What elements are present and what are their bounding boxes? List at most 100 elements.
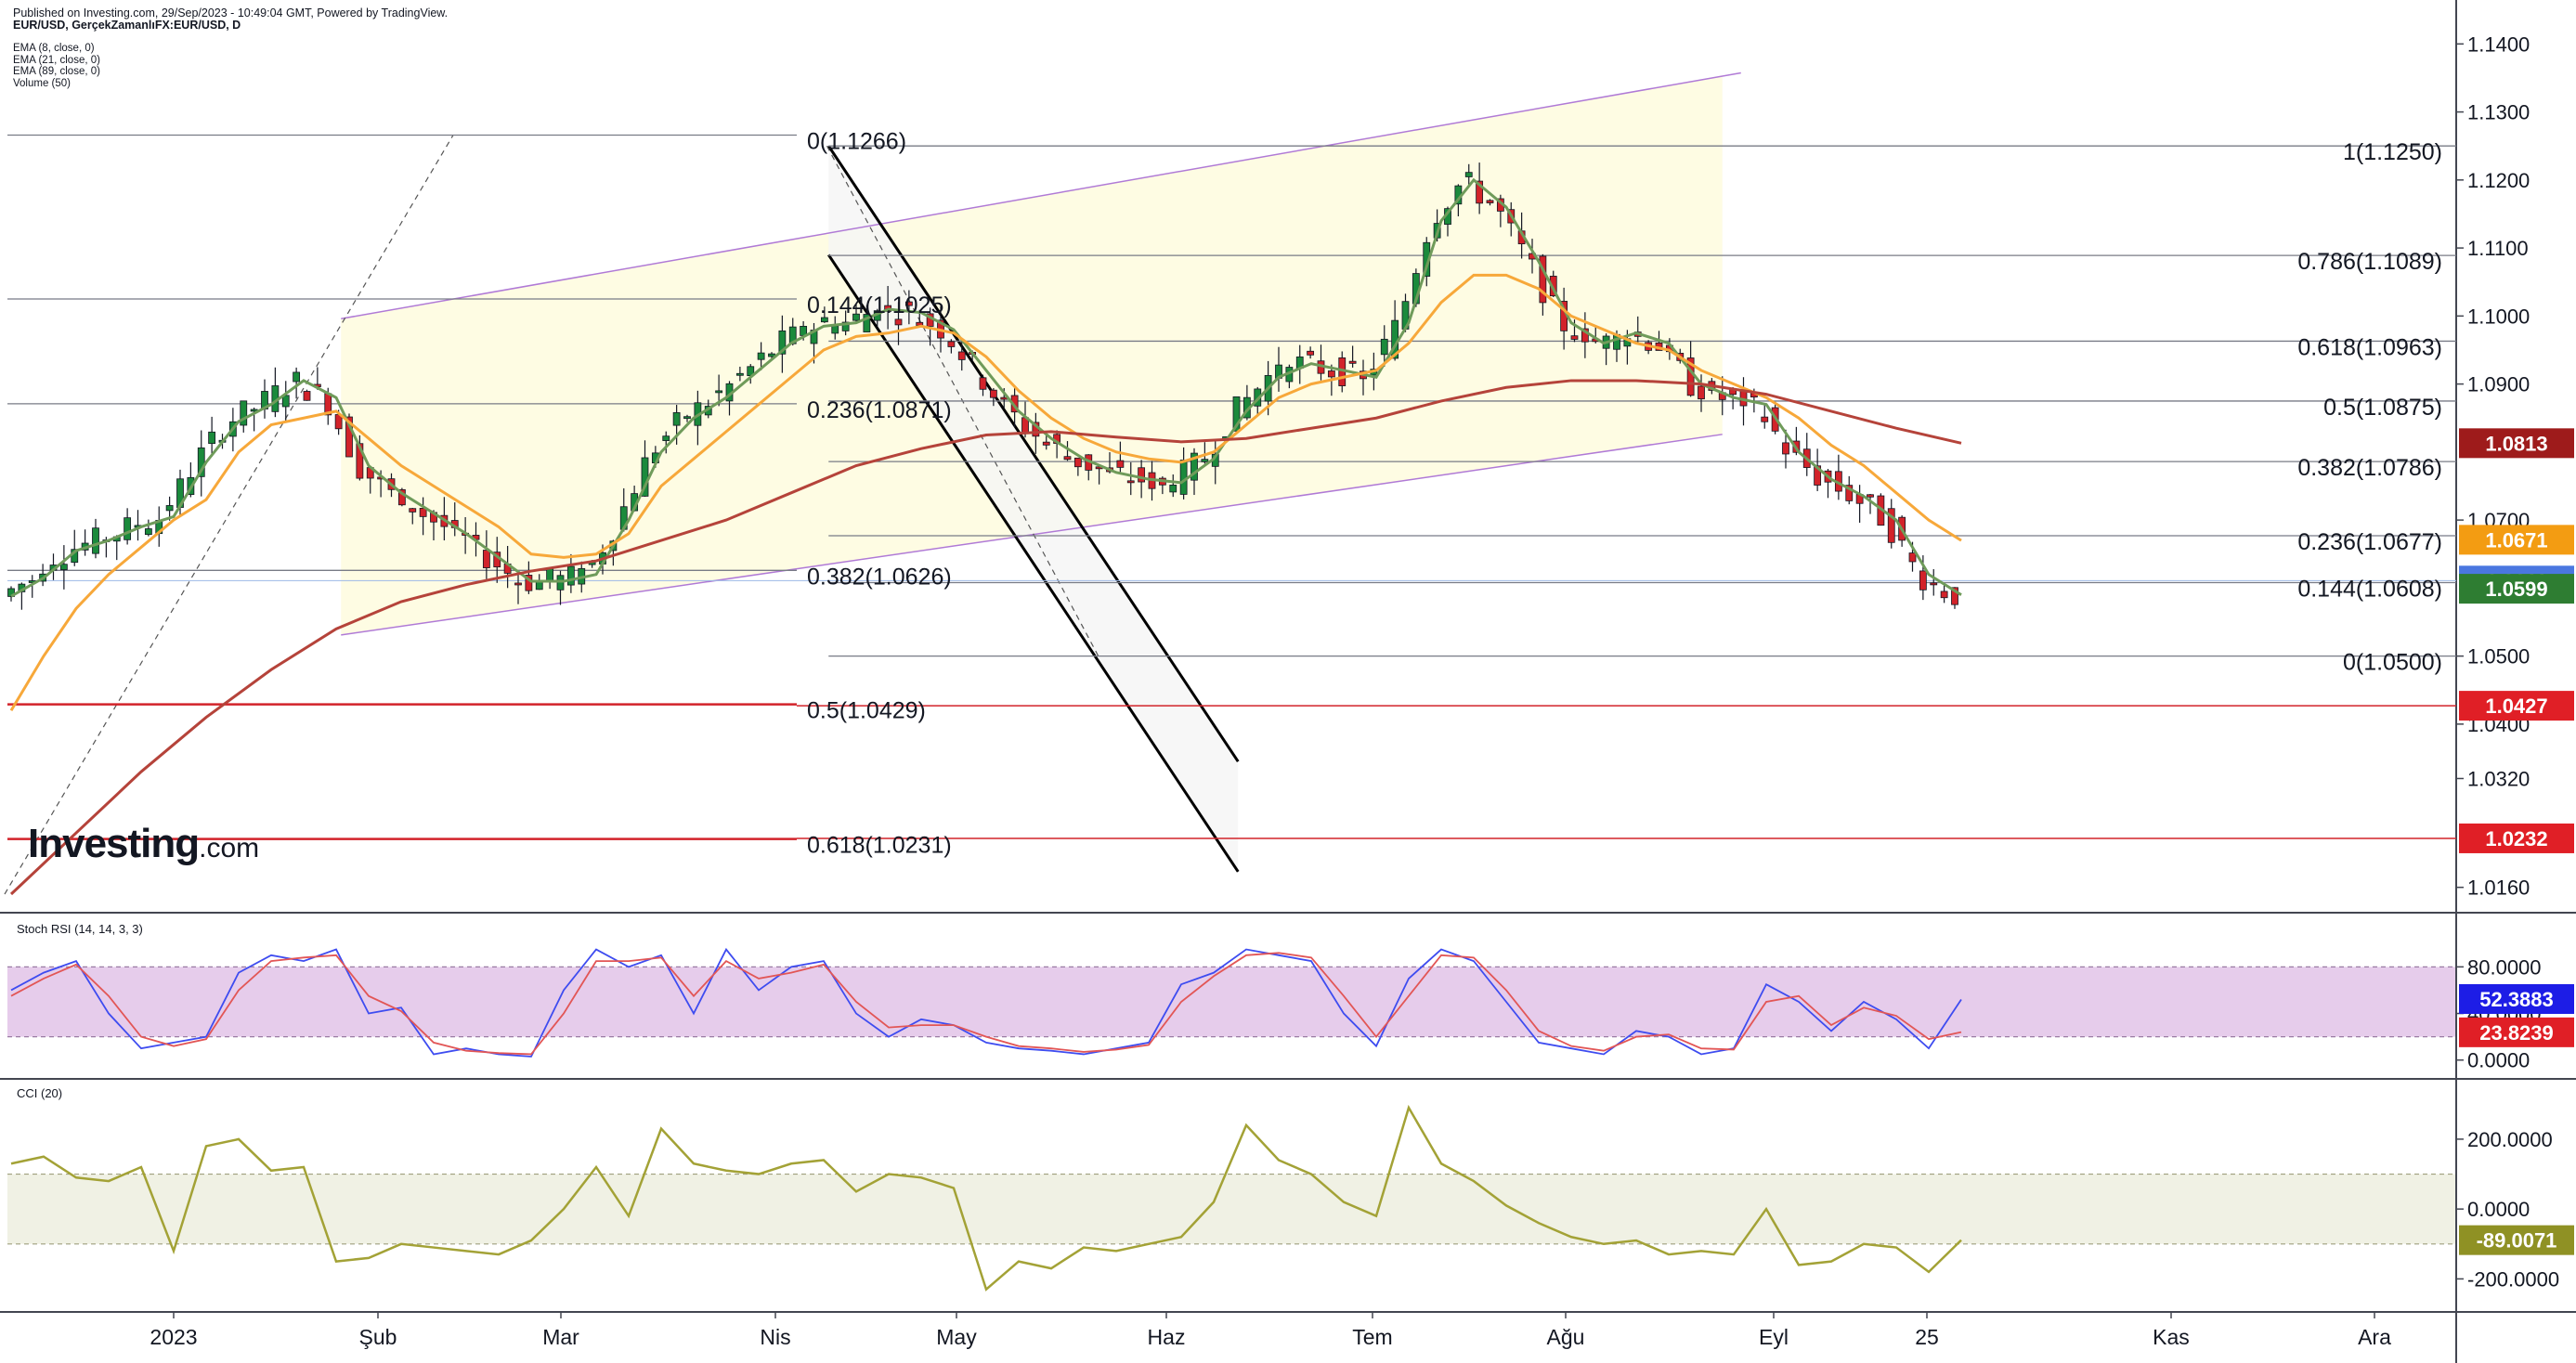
- candle-body: [979, 377, 987, 390]
- candle-body: [1169, 485, 1177, 493]
- falling-channel-lower: [827, 253, 1240, 873]
- rsi-tick-label: 0.0000: [2467, 1049, 2530, 1072]
- fib-level-label: 0(1.1266): [807, 128, 906, 154]
- time-tick-label: 2023: [150, 1325, 197, 1349]
- price-tick-label: 1.0160: [2467, 876, 2530, 900]
- stoch-rsi-line-1: [10, 952, 1962, 1056]
- price-badge-label: 52.3883: [2479, 988, 2554, 1011]
- channel-upper-line: [341, 71, 1741, 320]
- candle-body: [683, 416, 691, 420]
- indicator-lines-layer: [9, 177, 1962, 1292]
- candle-body: [1138, 467, 1146, 483]
- candle-body: [1327, 370, 1335, 378]
- price-badge: [2459, 525, 2574, 555]
- candle-body: [1042, 441, 1050, 446]
- time-tick-label: Mar: [542, 1325, 579, 1349]
- price-tick-label: 1.0900: [2467, 373, 2530, 396]
- symbol-line: EUR/USD, GerçekZamanlıFX:EUR/USD, D: [13, 19, 241, 32]
- fib-trend-line-left: [4, 135, 454, 895]
- investing-logo: Investing.com: [28, 821, 259, 867]
- candle-body: [894, 318, 903, 326]
- candle-body: [397, 488, 406, 506]
- candle-body: [1845, 485, 1854, 501]
- indicator-ema21[interactable]: EMA (21, close, 0): [13, 54, 100, 66]
- price-badge-label: 1.0232: [2485, 827, 2547, 850]
- price-badge-label: 1.0427: [2485, 694, 2547, 718]
- price-badge-label: 1.0671: [2485, 528, 2547, 552]
- candle-body: [715, 390, 723, 394]
- axis-layer: 1.14001.13001.12001.11001.10001.09001.07…: [150, 32, 2559, 1349]
- candle-body: [1940, 591, 1948, 599]
- candle-body: [1698, 385, 1705, 400]
- price-badge: [2459, 984, 2574, 1015]
- candle-body: [1190, 452, 1198, 481]
- fib-level-label: 1(1.1250): [2343, 139, 2442, 165]
- candle-body: [852, 313, 860, 321]
- rsi-tick-label: 80.0000: [2467, 955, 2542, 979]
- time-tick-label: Kas: [2153, 1325, 2190, 1349]
- candle-body: [356, 443, 364, 479]
- price-tick-label: 1.0500: [2467, 645, 2530, 669]
- candle-body: [208, 431, 216, 445]
- fib-level-label: 0.382(1.0786): [2297, 455, 2442, 481]
- price-tick-label: 1.1100: [2467, 237, 2529, 260]
- candle-body: [672, 412, 681, 426]
- cci-band: [7, 1174, 2456, 1244]
- indicator-ema89[interactable]: EMA (89, close, 0): [13, 66, 100, 77]
- candle-body: [1539, 255, 1547, 304]
- chart-header: Published on Investing.com, 29/Sep/2023 …: [13, 7, 448, 89]
- price-badge-label: -89.0071: [2477, 1229, 2557, 1253]
- candle-body: [1570, 335, 1579, 340]
- price-badge: [2459, 823, 2574, 853]
- candle-body: [144, 528, 152, 536]
- falling-channel-upper: [827, 145, 1240, 763]
- candle-body: [989, 389, 997, 398]
- price-tick-label: 1.1200: [2467, 169, 2530, 192]
- fib-level-label: 0.5(1.0429): [807, 698, 926, 724]
- indicator-volume[interactable]: Volume (50): [13, 77, 72, 89]
- ema-line-0: [10, 177, 1962, 598]
- candle-body: [409, 508, 417, 513]
- candle-body: [92, 527, 99, 554]
- candle-body: [863, 314, 871, 332]
- candle-body: [293, 371, 301, 383]
- candle-body: [546, 568, 554, 582]
- drawings-layer: [4, 71, 2456, 895]
- candle-body: [1887, 508, 1895, 543]
- time-tick-label: Eyl: [1759, 1325, 1789, 1349]
- fib-level-label: 0.618(1.0963): [2297, 334, 2442, 360]
- candle-body: [1549, 276, 1557, 297]
- candle-body: [1232, 396, 1241, 432]
- logo-domain: .com: [199, 833, 260, 863]
- candle-body: [1867, 494, 1874, 498]
- price-tick-label: 1.1300: [2467, 101, 2530, 124]
- candle-body: [1761, 416, 1769, 422]
- candle-body: [419, 508, 427, 517]
- ema-line-1: [9, 273, 1962, 712]
- published-line: Published on Investing.com, 29/Sep/2023 …: [13, 6, 449, 19]
- candle-body: [1201, 459, 1209, 462]
- time-tick-label: Nis: [760, 1325, 790, 1349]
- time-tick-label: Haz: [1148, 1325, 1186, 1349]
- price-tick-label: 1.0320: [2467, 767, 2530, 790]
- channel-lower-line: [341, 434, 1723, 636]
- candle-body: [831, 325, 839, 334]
- candle-body: [1476, 180, 1484, 204]
- indicator-ema8[interactable]: EMA (8, close, 0): [13, 43, 95, 54]
- price-badge: [2459, 1225, 2574, 1255]
- candle-body: [957, 351, 966, 360]
- candle-body: [59, 564, 68, 570]
- candle-body: [1307, 350, 1315, 356]
- fib-level-label: 0.5(1.0875): [2323, 395, 2442, 421]
- candle-body: [757, 352, 765, 360]
- price-badge: [2459, 574, 2574, 604]
- candle-body: [947, 341, 956, 347]
- candle-body: [1581, 328, 1589, 343]
- labels-layer: 0(1.1266) 0.144(1.1025) 0.236(1.0871) 0.382…: [17, 128, 2574, 1255]
- time-tick-label: Ağu: [1547, 1325, 1585, 1349]
- price-tick-label: 1.1000: [2467, 305, 2530, 328]
- candle-body: [1116, 460, 1125, 468]
- fib-level-label: 0.618(1.0231): [807, 833, 952, 859]
